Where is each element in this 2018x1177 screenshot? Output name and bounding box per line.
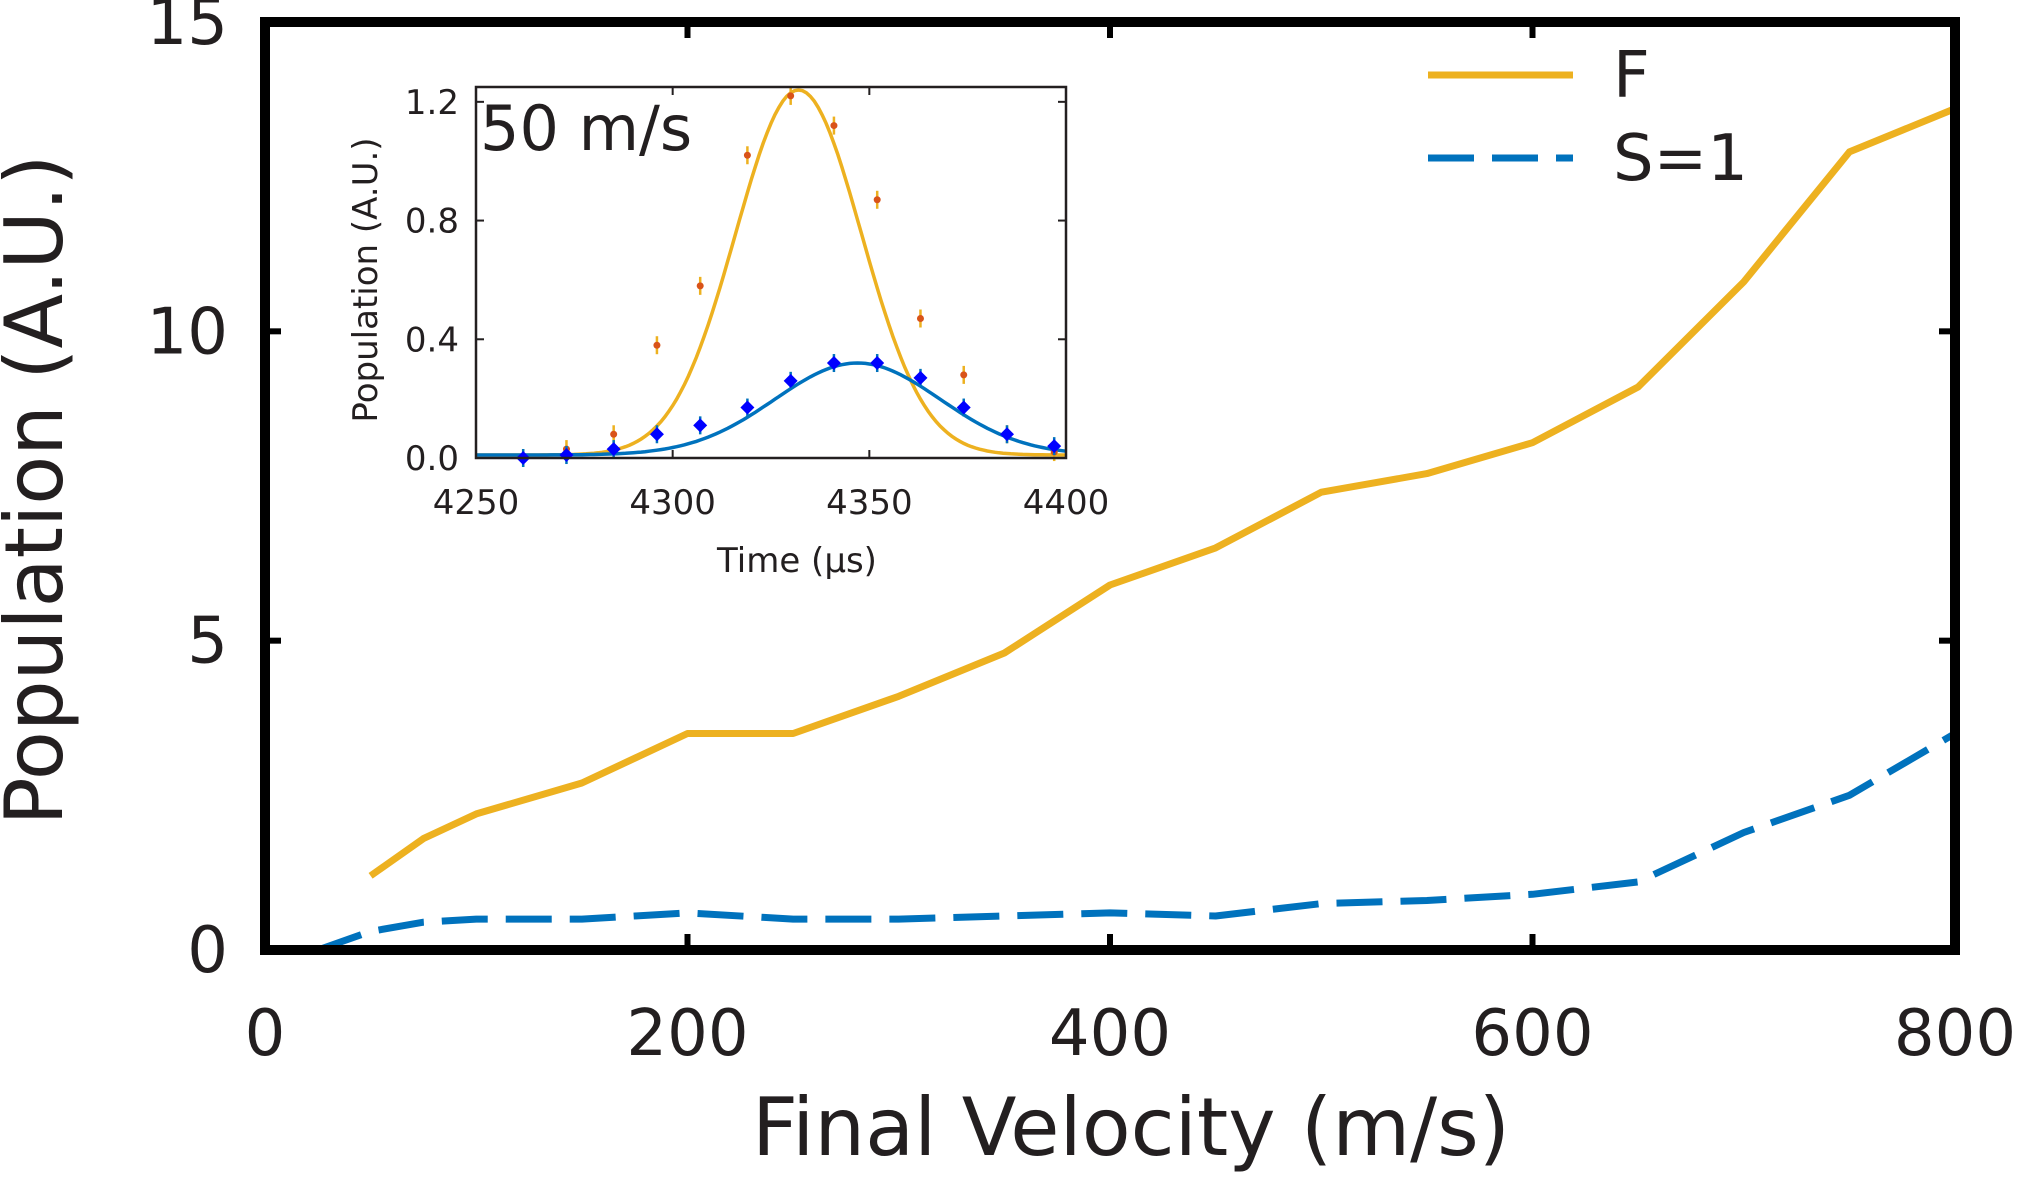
inset-x-tick-label: 4400 — [1023, 483, 1110, 523]
x-tick-label: 400 — [1049, 997, 1171, 1071]
y-tick-label: 0 — [187, 914, 228, 988]
inset-y-tick-label: 0.4 — [405, 320, 459, 360]
inset-y-tick-label: 0.8 — [405, 202, 459, 242]
inset-data-point — [653, 341, 661, 349]
x-tick-label: 0 — [245, 997, 286, 1071]
inset-data-point — [606, 442, 621, 457]
inset-data-point — [787, 92, 795, 100]
inset-data-point — [610, 430, 618, 438]
main-tick-labels: 0 200 400 600 800 0 5 10 15 — [147, 0, 2017, 1071]
inset-data-point — [916, 315, 924, 323]
series-line-s1 — [316, 730, 1957, 954]
inset-data-point — [960, 371, 968, 379]
inset-data-point — [956, 400, 971, 415]
legend-label: F — [1613, 39, 1650, 113]
inset-x-axis-label: Time (μs) — [716, 541, 877, 581]
x-tick-label: 800 — [1894, 997, 2016, 1071]
legend-label: S=1 — [1613, 122, 1748, 196]
y-axis-label: Population (A.U.) — [0, 155, 81, 826]
inset-plot: 4250 4300 4350 4400 0.0 0.4 0.8 1.2 — [405, 83, 1109, 523]
inset-data-point — [826, 356, 841, 371]
inset-data-point — [743, 151, 751, 159]
inset-data-point — [649, 427, 664, 442]
y-tick-label: 5 — [187, 605, 228, 679]
inset-data-point — [830, 122, 838, 130]
inset-fit-curve — [476, 361, 1067, 457]
inset-data-point — [870, 356, 885, 371]
x-tick-label: 600 — [1471, 997, 1593, 1071]
inset-y-tick-label: 0.0 — [405, 439, 459, 479]
inset-x-tick-label: 4350 — [826, 483, 913, 523]
inset-data-point — [696, 282, 704, 290]
inset-x-tick-label: 4300 — [629, 483, 716, 523]
inset-x-tick-label: 4250 — [433, 483, 520, 523]
legend: F S=1 — [1428, 39, 1748, 196]
main-plot — [260, 17, 1960, 955]
inset-y-tick-label: 1.2 — [405, 83, 459, 123]
inset-data-point — [740, 400, 755, 415]
y-tick-label: 10 — [147, 295, 228, 369]
inset-data-point — [693, 418, 708, 433]
x-axis-label: Final Velocity (m/s) — [752, 1081, 1510, 1174]
inset-data-point — [783, 373, 798, 388]
inset-data-point — [1047, 439, 1062, 454]
inset-annotation: 50 m/s — [480, 92, 692, 165]
inset-data-point — [1000, 427, 1014, 442]
inset-data-point — [873, 196, 881, 204]
inset-background — [476, 87, 1066, 458]
inset-y-axis-label: Population (A.U.) — [346, 137, 386, 422]
series-line-f — [368, 105, 1957, 879]
inset-frame — [474, 85, 1068, 460]
x-tick-label: 200 — [626, 997, 748, 1071]
y-tick-label: 15 — [147, 0, 228, 60]
inset-data-point — [913, 370, 928, 385]
